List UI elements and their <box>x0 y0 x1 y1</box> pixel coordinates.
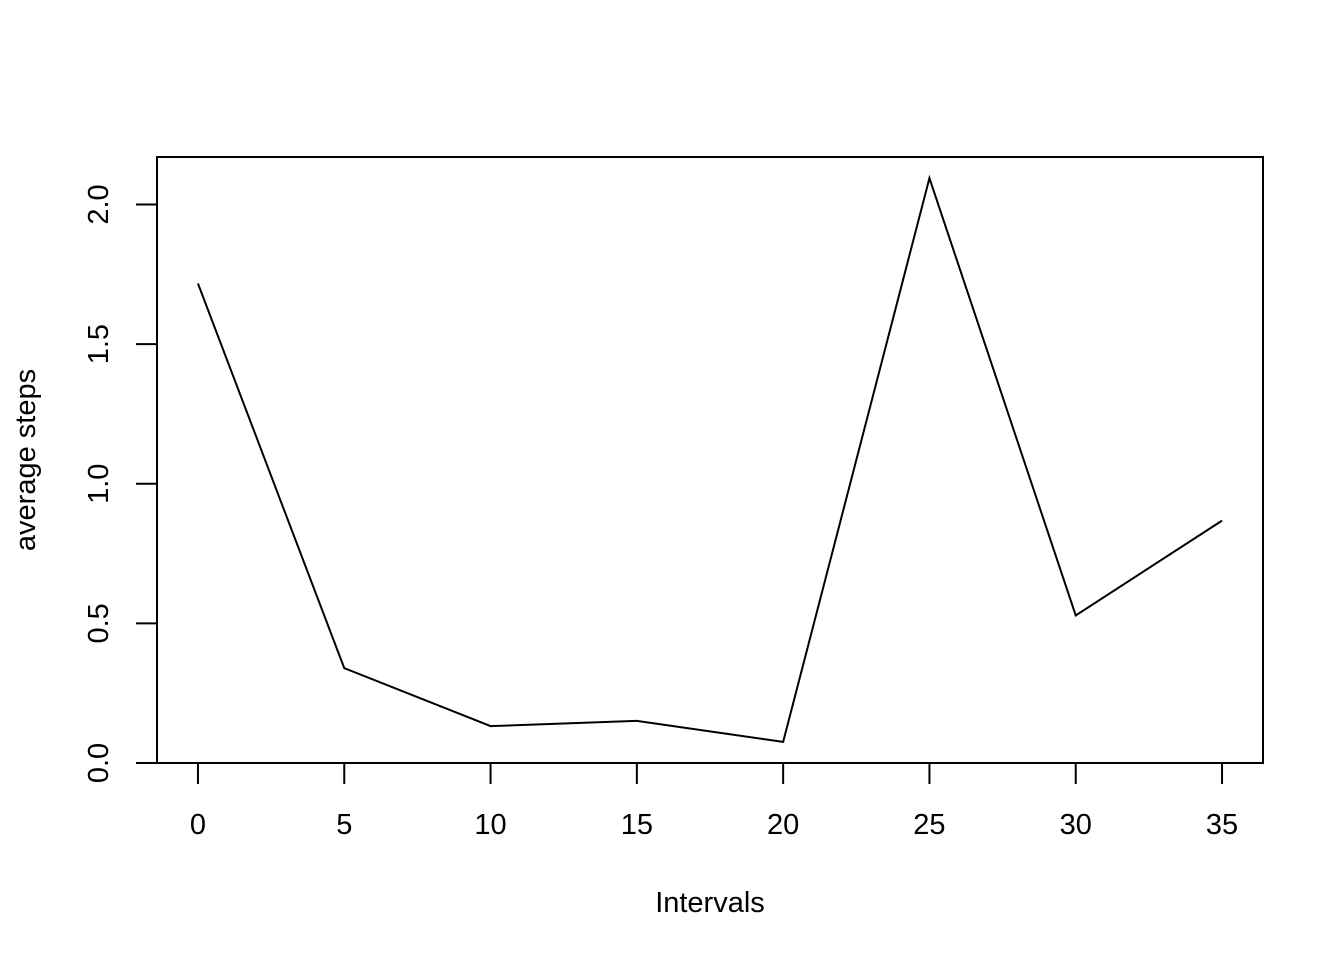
x-tick-label: 20 <box>767 809 799 841</box>
y-tick-label: 0.0 <box>83 743 115 783</box>
x-tick-label: 5 <box>336 809 352 841</box>
x-axis: 0 5 10 15 20 25 30 35 <box>190 763 1238 841</box>
x-axis-label: Intervals <box>655 887 765 919</box>
x-tick-label: 35 <box>1206 809 1238 841</box>
y-tick-label: 0.5 <box>83 603 115 643</box>
series-layer <box>198 178 1222 742</box>
series-line <box>198 178 1222 742</box>
x-tick-label: 0 <box>190 809 206 841</box>
y-tick-label: 1.5 <box>83 324 115 364</box>
x-tick-label: 15 <box>621 809 653 841</box>
y-axis: 0.0 0.5 1.0 1.5 2.0 <box>83 184 157 783</box>
y-tick-label: 1.0 <box>83 464 115 504</box>
x-tick-label: 10 <box>474 809 506 841</box>
plot-frame <box>157 157 1263 763</box>
y-axis-label: average steps <box>10 369 42 551</box>
x-tick-label: 30 <box>1060 809 1092 841</box>
x-tick-label: 25 <box>913 809 945 841</box>
y-tick-label: 2.0 <box>83 184 115 224</box>
